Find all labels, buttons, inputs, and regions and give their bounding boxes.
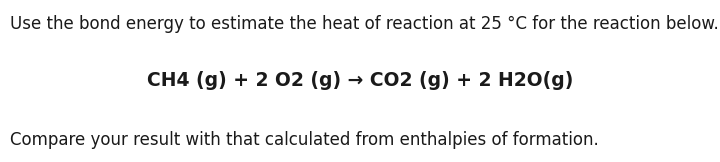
Text: Compare your result with that calculated from enthalpies of formation.: Compare your result with that calculated… <box>10 131 599 149</box>
Text: CH4 (g) + 2 O2 (g) → CO2 (g) + 2 H2O(g): CH4 (g) + 2 O2 (g) → CO2 (g) + 2 H2O(g) <box>147 71 573 91</box>
Text: Use the bond energy to estimate the heat of reaction at 25 °C for the reaction b: Use the bond energy to estimate the heat… <box>10 15 719 33</box>
